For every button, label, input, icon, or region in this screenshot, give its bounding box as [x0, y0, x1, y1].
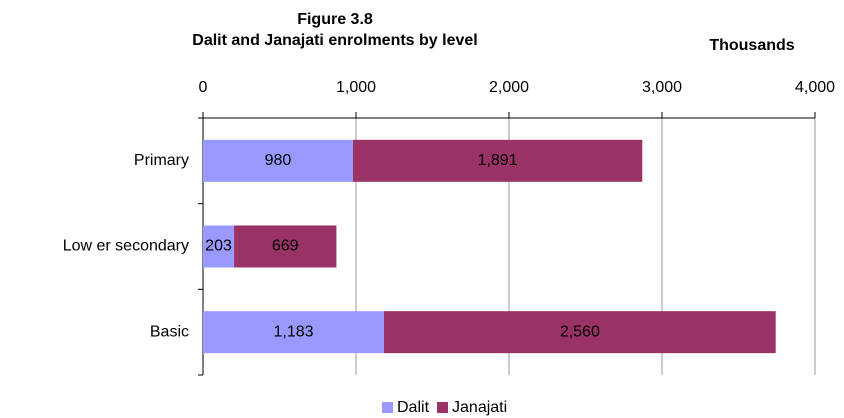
legend-swatch [437, 402, 449, 413]
chart-title: Figure 3.8 [297, 11, 373, 28]
y-tick-label: Basic [150, 323, 189, 340]
bar-segment [203, 311, 384, 354]
x-tick-label: 0 [199, 79, 208, 96]
x-tick-label: 4,000 [795, 79, 835, 96]
axis-label: Thousands [709, 37, 794, 54]
chart-subtitle: Dalit and Janajati enrolments by level [192, 32, 477, 49]
legend-swatch [382, 402, 393, 413]
data-label: 1,183 [273, 323, 313, 340]
x-tick-label: 2,000 [489, 79, 529, 96]
bar-segment [203, 139, 353, 182]
bar-segment [203, 225, 235, 268]
x-tick-label: 1,000 [336, 79, 376, 96]
data-label: 203 [205, 238, 232, 255]
y-tick-label: Low er secondary [63, 238, 189, 255]
bar-segment [352, 139, 643, 182]
data-label: 980 [265, 152, 292, 169]
bar-segment [383, 311, 776, 354]
data-label: 669 [272, 238, 299, 255]
x-tick-label: 3,000 [642, 79, 682, 96]
legend-label: Janajati [452, 399, 507, 416]
data-label: 2,560 [560, 323, 600, 340]
legend-label: Dalit [397, 399, 430, 416]
data-label: 1,891 [478, 152, 518, 169]
bar-segment [234, 225, 337, 268]
y-tick-label: Primary [134, 152, 189, 169]
